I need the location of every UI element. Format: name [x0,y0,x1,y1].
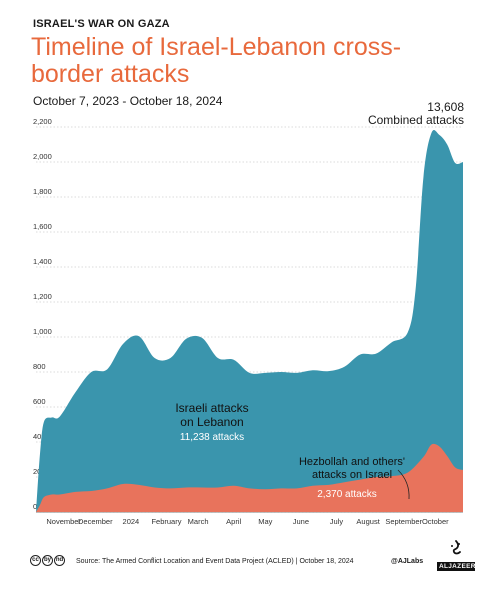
y-tick-label: 600 [33,397,46,406]
nd-icon: nd [54,555,65,566]
y-tick-label: 2,000 [33,152,52,161]
cc-icon: cc [30,555,41,566]
x-tick-label: October [422,517,449,526]
combined-total-label: Combined attacks [368,113,464,127]
x-tick-label: September [385,517,422,526]
x-tick-label: December [78,517,113,526]
x-tick-label: July [330,517,344,526]
x-tick-label: March [188,517,209,526]
x-tick-label: 2024 [123,517,140,526]
y-tick-label: 1,200 [33,292,52,301]
israel-series-total: 11,238 attacks [180,432,244,443]
chart-title: Timeline of Israel-Lebanon cross-border … [31,33,402,88]
y-tick-label: 1,800 [33,187,52,196]
y-tick-label: 2,200 [33,117,52,126]
hezbollah-leader-line [397,469,410,500]
x-tick-label: November [46,517,81,526]
kicker: ISRAEL'S WAR ON GAZA [33,18,170,30]
x-tick-label: February [151,517,181,526]
y-tick-label: 800 [33,362,46,371]
x-tick-label: June [293,517,309,526]
y-tick-label: 0 [33,502,37,511]
area-series [36,130,463,512]
israel-attacks-area [36,130,463,512]
aljazeera-wordmark: ALJAZEERA [437,562,481,571]
hezbollah-series-label-line2: attacks on Israel [312,469,392,481]
source-note: Source: The Armed Conflict Location and … [76,558,354,565]
combined-total-value: 13,608 [427,100,464,114]
israel-series-label-line1: Israeli attacks [175,401,248,415]
y-tick-label: 1,400 [33,257,52,266]
ajlabs-handle: @AJLabs [391,558,424,565]
aljazeera-calligraphy-icon [451,540,461,555]
x-tick-label: May [258,517,272,526]
israel-series-label-line2: on Lebanon [180,415,243,429]
x-tick-label: August [356,517,380,526]
aljazeera-logo: ALJAZEERA [437,540,481,571]
by-icon: by [42,555,53,566]
y-tick-label: 1,600 [33,222,52,231]
y-tick-label: 400 [33,432,46,441]
chart-subtitle: October 7, 2023 - October 18, 2024 [33,94,223,108]
hezbollah-attacks-area [36,443,463,512]
x-tick-label: April [226,517,241,526]
footer: cc by nd Source: The Armed Conflict Loca… [26,540,480,573]
creative-commons-icons: cc by nd [30,555,65,566]
hezbollah-series-total: 2,370 attacks [317,489,376,500]
y-tick-label: 1,000 [33,327,52,336]
hezbollah-series-label-line1: Hezbollah and others' [299,456,405,468]
